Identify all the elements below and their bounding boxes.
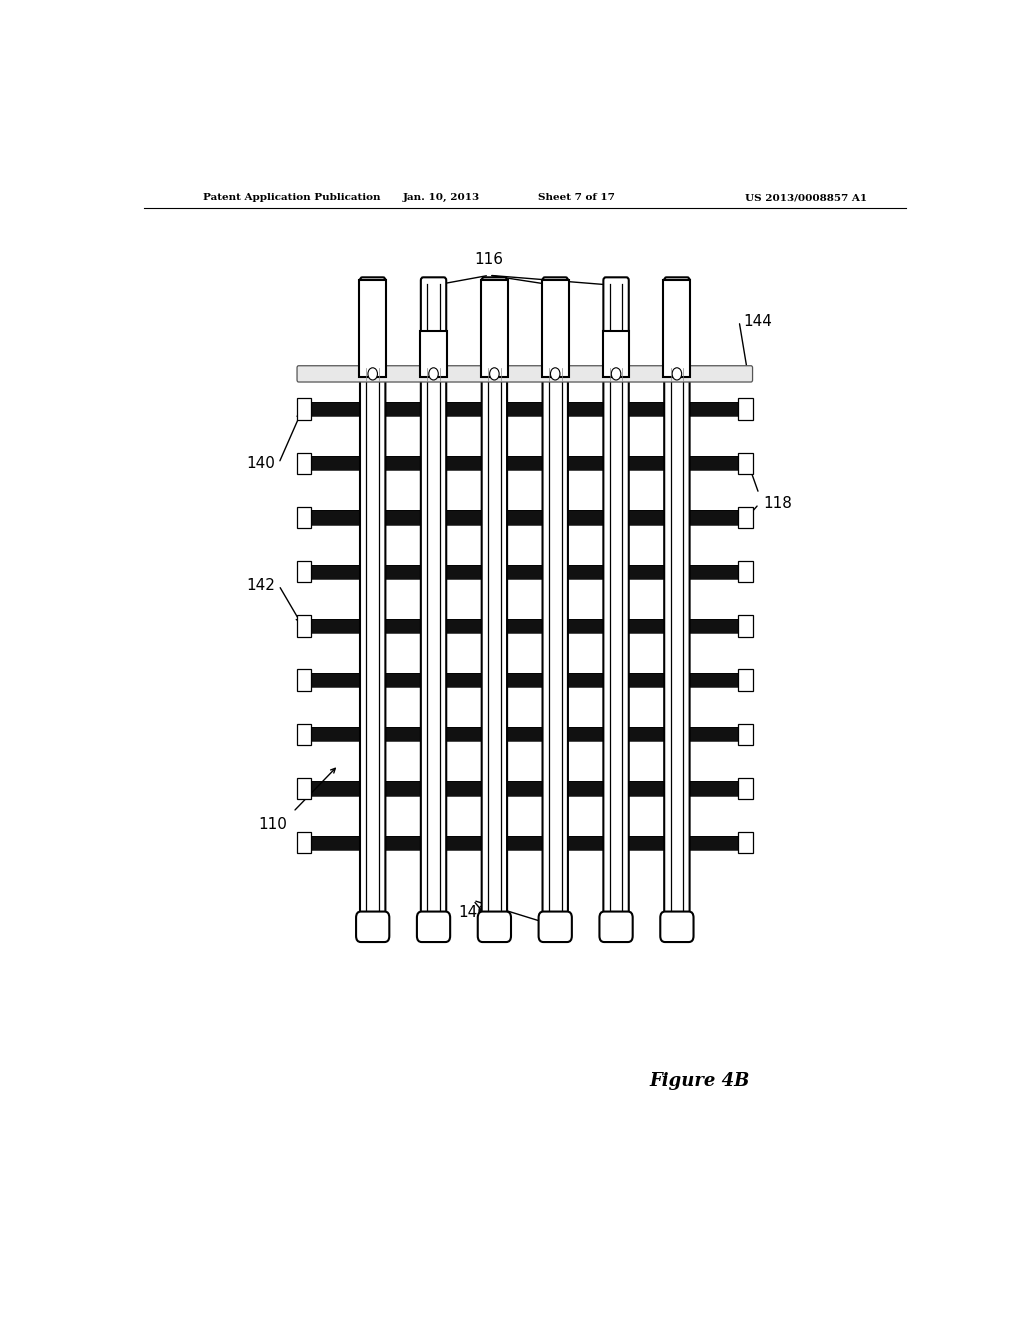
Bar xyxy=(738,399,753,420)
Bar xyxy=(299,727,751,742)
Bar xyxy=(738,832,753,854)
FancyBboxPatch shape xyxy=(660,912,693,942)
FancyBboxPatch shape xyxy=(539,912,571,942)
FancyBboxPatch shape xyxy=(421,277,446,939)
Circle shape xyxy=(429,368,438,380)
Bar xyxy=(297,453,311,474)
Bar xyxy=(738,669,753,690)
Bar xyxy=(297,615,311,636)
Bar xyxy=(738,453,753,474)
FancyBboxPatch shape xyxy=(417,912,451,942)
Bar xyxy=(299,403,751,416)
Bar xyxy=(359,280,386,378)
Bar xyxy=(738,615,753,636)
Bar xyxy=(299,511,751,524)
Bar xyxy=(299,457,751,470)
FancyBboxPatch shape xyxy=(543,277,568,939)
Bar xyxy=(299,619,751,634)
Circle shape xyxy=(489,368,499,380)
Bar xyxy=(738,507,753,528)
Bar xyxy=(420,331,446,378)
Text: 116: 116 xyxy=(474,252,504,267)
Text: Patent Application Publication: Patent Application Publication xyxy=(204,193,381,202)
Text: 140: 140 xyxy=(246,455,274,471)
Circle shape xyxy=(368,368,378,380)
Text: 142: 142 xyxy=(246,578,274,593)
Bar xyxy=(299,781,751,796)
Circle shape xyxy=(551,368,560,380)
Text: Figure 4B: Figure 4B xyxy=(649,1072,750,1090)
Bar xyxy=(738,777,753,799)
FancyBboxPatch shape xyxy=(481,277,507,939)
Text: 110: 110 xyxy=(258,817,287,832)
Bar xyxy=(297,832,311,854)
Text: 146: 146 xyxy=(459,906,487,920)
Bar xyxy=(297,777,311,799)
FancyBboxPatch shape xyxy=(360,277,385,939)
Bar xyxy=(603,331,630,378)
Circle shape xyxy=(611,368,621,380)
FancyBboxPatch shape xyxy=(603,277,629,939)
Text: 144: 144 xyxy=(743,314,772,329)
FancyBboxPatch shape xyxy=(478,912,511,942)
Bar xyxy=(299,836,751,850)
Bar xyxy=(542,280,568,378)
Bar xyxy=(664,280,690,378)
FancyBboxPatch shape xyxy=(356,912,389,942)
Bar xyxy=(481,280,508,378)
Bar xyxy=(738,561,753,582)
Bar xyxy=(299,673,751,688)
Bar xyxy=(738,723,753,744)
Bar xyxy=(297,561,311,582)
Text: 118: 118 xyxy=(763,496,792,511)
Bar xyxy=(297,723,311,744)
Text: Jan. 10, 2013: Jan. 10, 2013 xyxy=(402,193,480,202)
FancyBboxPatch shape xyxy=(297,366,753,381)
Text: Sheet 7 of 17: Sheet 7 of 17 xyxy=(538,193,614,202)
FancyBboxPatch shape xyxy=(665,277,689,939)
Bar xyxy=(297,399,311,420)
FancyBboxPatch shape xyxy=(599,912,633,942)
Bar xyxy=(299,565,751,579)
Bar xyxy=(297,669,311,690)
Circle shape xyxy=(672,368,682,380)
Bar xyxy=(297,507,311,528)
Text: US 2013/0008857 A1: US 2013/0008857 A1 xyxy=(745,193,867,202)
